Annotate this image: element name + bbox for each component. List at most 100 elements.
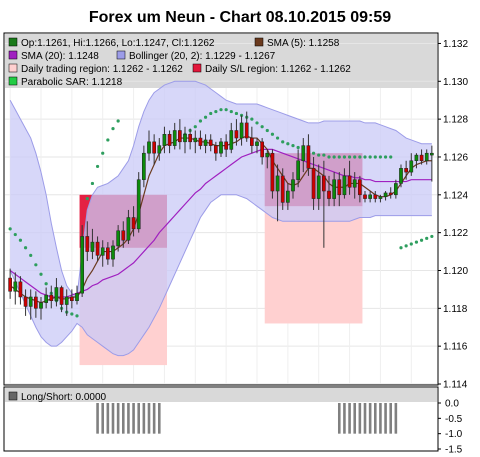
candle-body bbox=[332, 179, 336, 199]
candle-body bbox=[95, 241, 100, 256]
candle-body bbox=[13, 281, 18, 292]
longshort-bar bbox=[142, 403, 146, 434]
y-tick-label: 1.124 bbox=[443, 190, 468, 201]
sar-dot bbox=[75, 314, 79, 318]
candle-body bbox=[224, 141, 228, 150]
candle-body bbox=[172, 130, 177, 146]
candle-body bbox=[229, 130, 234, 150]
sar-dot bbox=[193, 125, 197, 129]
sar-dot bbox=[327, 155, 331, 159]
candle-body bbox=[301, 145, 306, 162]
longshort-label: Long/Short: 0.0000 bbox=[21, 392, 107, 403]
legend-swatch bbox=[8, 76, 18, 86]
candle-body bbox=[347, 175, 352, 188]
sar-dot bbox=[203, 115, 208, 119]
sar-dot bbox=[317, 153, 321, 157]
candle-body bbox=[409, 160, 414, 173]
sar-dot bbox=[337, 155, 341, 159]
candle-body bbox=[75, 292, 79, 302]
sar-dot bbox=[116, 119, 120, 123]
y-tick-label: 1.130 bbox=[443, 77, 468, 88]
sar-dot bbox=[250, 117, 254, 121]
candle-body bbox=[152, 141, 156, 154]
candle-body bbox=[121, 230, 126, 241]
longshort-bar bbox=[337, 403, 341, 434]
legend: Op:1.1261, Hi:1.1266, Lo:1.1247, Cl:1.12… bbox=[8, 37, 351, 88]
candle-body bbox=[234, 130, 239, 139]
legend-label: Daily S/L region: 1.1262 - 1.1262 bbox=[205, 64, 351, 75]
sar-dot bbox=[23, 246, 28, 250]
legend-label: Parabolic SAR: 1.1218 bbox=[21, 77, 123, 88]
candle-body bbox=[142, 152, 146, 180]
candle-body bbox=[291, 179, 295, 192]
longshort-bar bbox=[394, 403, 398, 434]
candle-body bbox=[327, 190, 331, 199]
sar-dot bbox=[90, 181, 95, 186]
sar-dot bbox=[363, 155, 367, 159]
sar-dot bbox=[260, 125, 264, 129]
y-tick-label: 1.120 bbox=[443, 266, 468, 277]
y-axis: 1.132 1.130 1.128 1.126 1.124 1.122 1.120 1.118… bbox=[438, 39, 468, 391]
legend-label: SMA (5): 1.1258 bbox=[267, 38, 340, 49]
sar-dot bbox=[44, 282, 48, 286]
bollinger-fill bbox=[10, 81, 432, 356]
sar-dot bbox=[368, 155, 372, 159]
candle-body bbox=[59, 287, 64, 305]
sar-dot bbox=[234, 111, 239, 116]
sar-dot bbox=[399, 246, 403, 250]
candle-body bbox=[136, 179, 141, 230]
sar-dot bbox=[311, 151, 316, 155]
candle-body bbox=[44, 294, 48, 303]
sar-dot bbox=[8, 227, 12, 231]
y-tick-label: 1.118 bbox=[443, 304, 468, 315]
sar-dot bbox=[414, 240, 419, 244]
candle-body bbox=[208, 139, 213, 146]
candle-body bbox=[183, 134, 187, 143]
candle-body bbox=[188, 134, 192, 143]
candle-body bbox=[342, 175, 347, 196]
candle-body bbox=[219, 141, 223, 154]
candle-body bbox=[265, 152, 270, 158]
longshort-bar bbox=[368, 403, 372, 434]
candle-body bbox=[414, 154, 419, 162]
candle-body bbox=[28, 296, 33, 307]
candle-body bbox=[162, 134, 167, 146]
sar-dot bbox=[34, 263, 38, 267]
longshort-bar bbox=[389, 403, 393, 434]
candle-body bbox=[424, 152, 429, 162]
candle-body bbox=[198, 137, 203, 146]
longshort-bar bbox=[116, 403, 120, 434]
sar-dot bbox=[18, 238, 23, 242]
longshort-bar bbox=[343, 403, 346, 434]
candle-body bbox=[250, 137, 254, 146]
sar-dot bbox=[270, 132, 275, 136]
candle-body bbox=[430, 152, 434, 156]
candle-body bbox=[368, 194, 372, 199]
longshort-bar bbox=[137, 403, 141, 434]
legend-swatch bbox=[8, 37, 18, 47]
candle-body bbox=[244, 122, 249, 139]
candle-body bbox=[111, 245, 115, 260]
candle-body bbox=[167, 134, 172, 146]
candle-body bbox=[419, 154, 424, 162]
candle-body bbox=[8, 277, 12, 292]
candle-body bbox=[203, 139, 208, 146]
candle-body bbox=[64, 296, 69, 305]
longshort-tick-label: 0.0 bbox=[445, 399, 459, 410]
candle-body bbox=[116, 230, 120, 247]
candle-body bbox=[280, 175, 285, 203]
legend-label: SMA (20): 1.1248 bbox=[21, 51, 99, 62]
legend-label: Daily trading region: 1.1262 - 1.1262 bbox=[21, 64, 183, 75]
candle-body bbox=[70, 296, 74, 302]
candle-body bbox=[316, 175, 321, 199]
candle-body bbox=[260, 141, 264, 158]
sar-dot bbox=[85, 196, 89, 201]
sar-dot bbox=[265, 128, 269, 133]
longshort-bar bbox=[101, 403, 105, 434]
longshort-bar bbox=[348, 403, 351, 434]
sar-dot bbox=[291, 144, 295, 148]
sar-dot bbox=[353, 155, 357, 159]
candle-body bbox=[358, 179, 362, 196]
legend-label: Bollinger (20, 2): 1.1229 - 1.1267 bbox=[129, 51, 276, 62]
sar-dot bbox=[281, 140, 285, 144]
